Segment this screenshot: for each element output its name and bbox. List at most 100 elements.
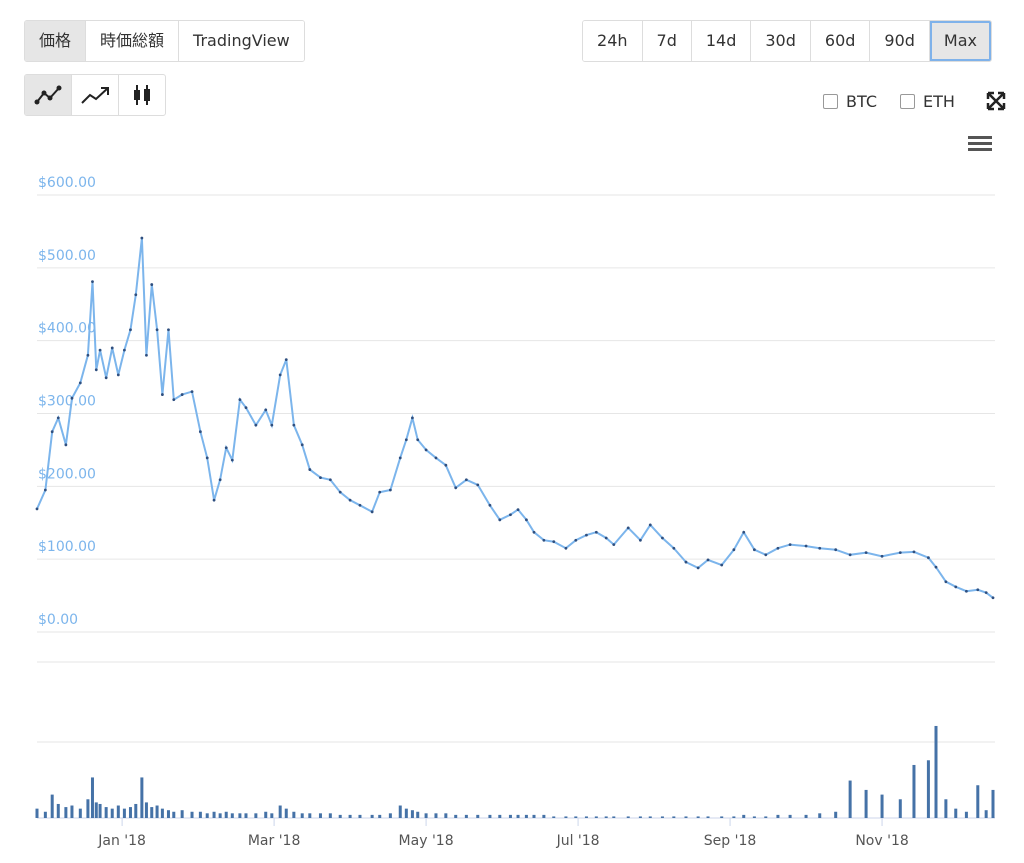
point <box>398 456 402 460</box>
point <box>416 438 420 442</box>
volume-bar <box>498 814 502 818</box>
volume-bar <box>542 814 546 818</box>
point <box>404 438 408 442</box>
point <box>110 346 114 350</box>
volume-bar <box>434 813 438 818</box>
volume-bar <box>292 811 296 818</box>
volume-bar <box>476 814 480 818</box>
volume-bar <box>98 803 102 818</box>
volume-bar <box>834 811 838 818</box>
fullscreen-icon[interactable] <box>985 90 1007 112</box>
point <box>864 551 868 555</box>
point <box>86 353 90 357</box>
volume-bar <box>35 808 39 818</box>
point <box>308 468 312 471</box>
point <box>696 566 700 570</box>
point <box>912 550 916 554</box>
point <box>205 456 209 460</box>
x-tick-label: Jul '18 <box>556 833 600 849</box>
point <box>328 478 332 482</box>
point <box>104 376 108 380</box>
range-button[interactable]: 60d <box>810 21 871 61</box>
volume-bar <box>43 811 47 818</box>
point <box>776 546 780 550</box>
tab[interactable]: 時価総額 <box>86 21 180 61</box>
point <box>145 353 148 357</box>
volume-bar <box>672 816 676 818</box>
point <box>848 553 852 557</box>
point <box>244 406 248 410</box>
range-button[interactable]: 7d <box>642 21 692 61</box>
point <box>238 398 242 402</box>
toggle[interactable]: ETH <box>900 92 955 111</box>
point <box>370 510 374 514</box>
point <box>98 348 102 352</box>
candle-icon[interactable] <box>119 75 165 115</box>
volume-bar <box>388 813 392 818</box>
point <box>927 556 930 560</box>
volume-bar <box>626 816 630 818</box>
volume-bar <box>224 811 228 818</box>
tab[interactable]: 価格 <box>25 21 87 61</box>
point <box>270 423 274 427</box>
point <box>64 443 68 447</box>
point <box>764 553 768 557</box>
range-group: 24h 7d 14d 30d 60d 90d Max <box>582 20 992 62</box>
point <box>254 423 258 427</box>
volume-bar <box>742 814 746 818</box>
point <box>464 478 468 482</box>
y-tick-label: $300.00 <box>38 394 96 410</box>
volume-bar <box>150 807 154 818</box>
point <box>564 546 568 550</box>
point <box>35 507 39 511</box>
volume-bar <box>90 777 94 818</box>
volume-bar <box>238 813 242 818</box>
y-tick-label: $100.00 <box>38 539 96 555</box>
range-button[interactable]: 24h <box>583 21 643 61</box>
volume-bar <box>574 816 578 818</box>
icon <box>134 85 150 105</box>
volume-bar <box>416 811 420 818</box>
trend-icon[interactable] <box>72 75 119 115</box>
volume-bar <box>934 725 938 818</box>
point <box>532 530 536 534</box>
volume-bar <box>648 816 652 818</box>
range-button[interactable]: 30d <box>751 21 811 61</box>
volume-bar <box>638 816 642 818</box>
volume-bar <box>976 785 980 818</box>
point <box>190 390 194 394</box>
tab[interactable]: TradingView <box>179 21 304 61</box>
point <box>934 565 938 569</box>
point <box>78 381 82 385</box>
point <box>976 588 980 592</box>
volume-bar <box>752 816 756 818</box>
point <box>788 543 792 546</box>
volume-bar <box>926 760 930 818</box>
volume-bar <box>348 814 352 818</box>
point <box>180 393 184 396</box>
volume-bar <box>70 805 74 818</box>
volume-bar <box>804 814 808 818</box>
volume-bar <box>594 816 598 818</box>
range-button[interactable]: 14d <box>691 21 752 61</box>
point <box>292 423 296 427</box>
volume-bar <box>284 808 288 818</box>
menu-icon[interactable] <box>967 134 993 154</box>
range-button[interactable]: Max <box>929 21 991 61</box>
point <box>358 503 362 507</box>
point <box>284 358 288 362</box>
volume-bar <box>198 811 202 818</box>
point <box>574 538 578 542</box>
line-icon[interactable] <box>25 75 72 115</box>
x-tick-label: Sep '18 <box>704 833 757 849</box>
toggle[interactable]: BTC <box>823 92 877 111</box>
point <box>552 540 556 544</box>
volume-bar <box>464 814 468 818</box>
icon <box>81 87 109 104</box>
volume-bar <box>848 780 852 818</box>
volume-bar <box>104 807 108 818</box>
point <box>338 490 342 494</box>
range-button[interactable]: 90d <box>870 21 930 61</box>
